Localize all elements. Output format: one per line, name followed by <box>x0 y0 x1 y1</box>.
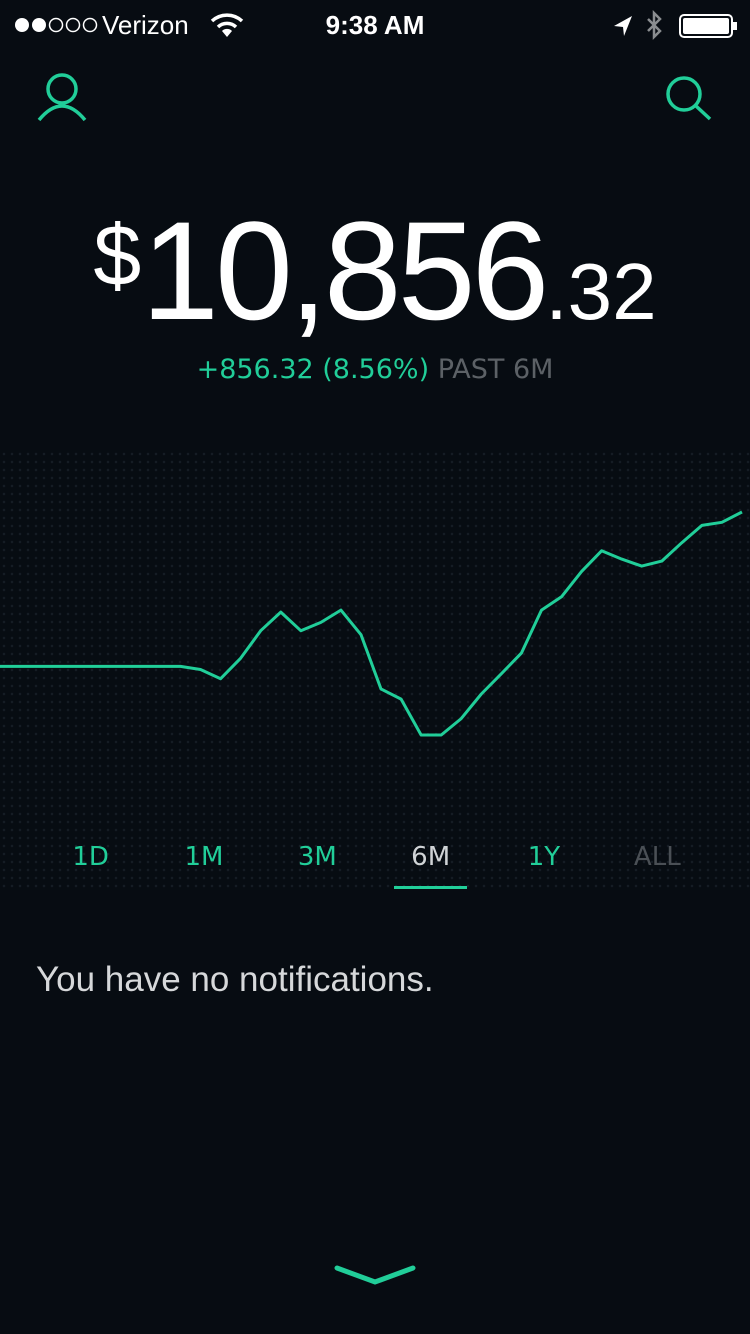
account-button[interactable] <box>36 72 90 124</box>
carrier: Verizon <box>102 10 189 40</box>
balance: $10,856.32 <box>0 190 750 352</box>
clock: 9:38 AM <box>325 10 425 40</box>
change-summary: +856.32 (8.56%) PAST 6M <box>0 354 750 385</box>
change-period: PAST 6M <box>437 354 554 385</box>
range-tab[interactable]: ALL <box>633 842 681 872</box>
range-tab[interactable]: 1M <box>184 842 224 872</box>
expand-button[interactable] <box>334 1262 416 1288</box>
status-bar: Verizon 9:38 AM <box>0 0 750 50</box>
range-tabs: 1D 1M 3M 6M 1Y ALL <box>34 842 714 902</box>
range-tab[interactable]: 1Y <box>527 842 561 872</box>
range-tab[interactable]: 1D <box>72 842 109 872</box>
balance-cents: .32 <box>545 247 657 336</box>
range-tab[interactable]: 6M <box>374 842 487 902</box>
search-button[interactable] <box>664 74 714 122</box>
notification-message: You have no notifications. <box>36 960 434 999</box>
wifi-icon <box>210 13 244 37</box>
signal-dots <box>15 17 98 33</box>
status-icons <box>614 10 737 41</box>
change-amount: +856.32 (8.56%) <box>196 354 430 385</box>
range-tab[interactable]: 3M <box>297 842 337 872</box>
currency-symbol: $ <box>93 208 142 304</box>
balance-whole: 10,856 <box>141 192 549 349</box>
chart <box>0 510 743 737</box>
price-line <box>0 510 743 737</box>
